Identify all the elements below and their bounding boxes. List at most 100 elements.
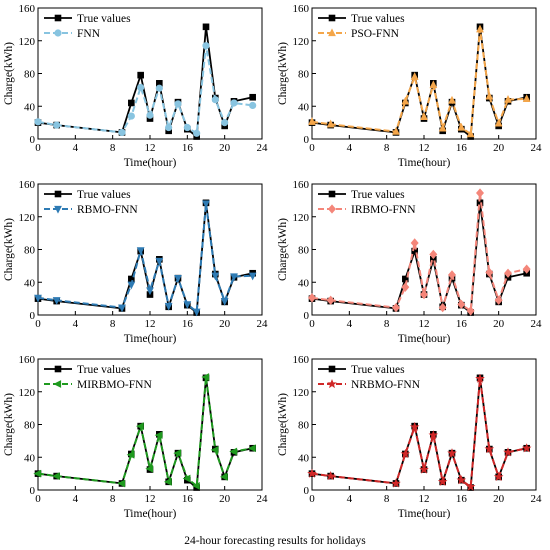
legend-label: IRBMO-FNN [351, 204, 416, 216]
data-point [118, 304, 126, 313]
y-tick-label: 0 [304, 310, 310, 322]
data-point [456, 475, 467, 485]
x-tick-label: 0 [35, 318, 41, 330]
data-point [128, 99, 135, 107]
legend-marker [327, 378, 337, 389]
legend-marker [328, 28, 336, 37]
data-point [308, 293, 316, 303]
x-tick-label: 20 [493, 493, 505, 505]
data-point [174, 275, 182, 283]
series-line [311, 25, 527, 138]
data-point [392, 126, 400, 135]
legend: True values RBMO-FNN [44, 189, 138, 216]
legend-marker [53, 380, 62, 388]
data-point [192, 308, 201, 317]
data-point [163, 477, 172, 486]
legend-marker [54, 14, 62, 22]
data-point [392, 302, 400, 313]
data-point [219, 473, 228, 481]
data-point [465, 481, 476, 491]
x-tick-label: 8 [110, 318, 116, 330]
y-tick-label: 80 [298, 420, 310, 432]
data-point [448, 270, 456, 280]
data-point [137, 83, 145, 92]
data-point [308, 117, 316, 125]
data-point [326, 295, 335, 305]
x-tick-label: 24 [531, 493, 543, 505]
data-point [127, 281, 136, 290]
x-tick-label: 16 [456, 318, 468, 330]
data-point [249, 101, 257, 110]
data-point [53, 121, 61, 129]
legend-label: RBMO-FNN [77, 204, 138, 216]
y-axis-label: Charge(kWh) [277, 393, 289, 456]
y-tick-label: 120 [19, 387, 36, 399]
data-point [409, 421, 420, 432]
data-point [220, 297, 229, 306]
series-line [311, 192, 527, 312]
data-point [438, 123, 447, 132]
data-point [485, 267, 494, 278]
series-line [37, 202, 253, 313]
data-point [429, 249, 438, 260]
x-tick-label: 0 [309, 318, 315, 330]
y-tick-label: 0 [304, 134, 310, 146]
legend-label: True values [351, 13, 405, 25]
x-tick-label: 20 [493, 318, 505, 330]
data-point [127, 112, 135, 120]
data-point [447, 448, 457, 458]
figure-caption: 24-hour forecasting results for holidays [184, 535, 366, 547]
data-point [466, 306, 475, 316]
x-tick-label: 0 [35, 493, 41, 505]
data-point [428, 430, 439, 440]
data-point [202, 200, 210, 209]
data-point [173, 449, 182, 458]
legend-label: FNN [77, 28, 101, 40]
y-axis-label: Charge(kWh) [3, 42, 15, 105]
legend: True values NRBMO-FNN [318, 364, 421, 391]
data-point [230, 99, 238, 107]
x-axis-label: Time(hour) [398, 508, 451, 520]
data-point [229, 447, 238, 456]
data-point [410, 72, 419, 80]
legend-label: PSO-FNN [351, 28, 400, 40]
data-point [34, 118, 42, 126]
data-point [504, 268, 512, 278]
data-point [326, 119, 335, 128]
x-axis-label: Time(hour) [124, 508, 177, 520]
series-true-values [34, 374, 256, 491]
x-tick-label: 12 [145, 142, 156, 154]
y-tick-label: 40 [24, 452, 36, 464]
y-tick-label: 120 [293, 212, 310, 224]
x-tick-label: 8 [384, 318, 390, 330]
x-tick-label: 20 [219, 318, 231, 330]
data-point [249, 93, 256, 101]
y-tick-label: 120 [19, 36, 36, 48]
data-point [247, 444, 256, 453]
x-tick-label: 24 [531, 142, 543, 154]
data-point [448, 95, 456, 104]
legend-marker [328, 204, 336, 214]
x-tick-label: 4 [73, 142, 79, 154]
x-tick-label: 20 [219, 142, 231, 154]
x-tick-label: 4 [347, 493, 353, 505]
y-tick-label: 80 [298, 245, 310, 257]
data-point [202, 23, 210, 31]
data-point [522, 264, 531, 274]
data-point [391, 478, 401, 488]
data-point [521, 443, 532, 453]
legend-marker [54, 29, 62, 37]
data-point [420, 289, 428, 300]
data-point [146, 287, 154, 296]
series-line [311, 376, 527, 489]
data-point [248, 272, 257, 281]
legend: True values FNN [44, 13, 131, 40]
x-axis-label: Time(hour) [124, 157, 177, 169]
data-point [402, 275, 409, 283]
x-axis-label: Time(hour) [398, 333, 451, 345]
data-point [191, 482, 200, 490]
series-line [311, 28, 527, 136]
data-point [457, 299, 466, 310]
data-point [400, 448, 411, 459]
